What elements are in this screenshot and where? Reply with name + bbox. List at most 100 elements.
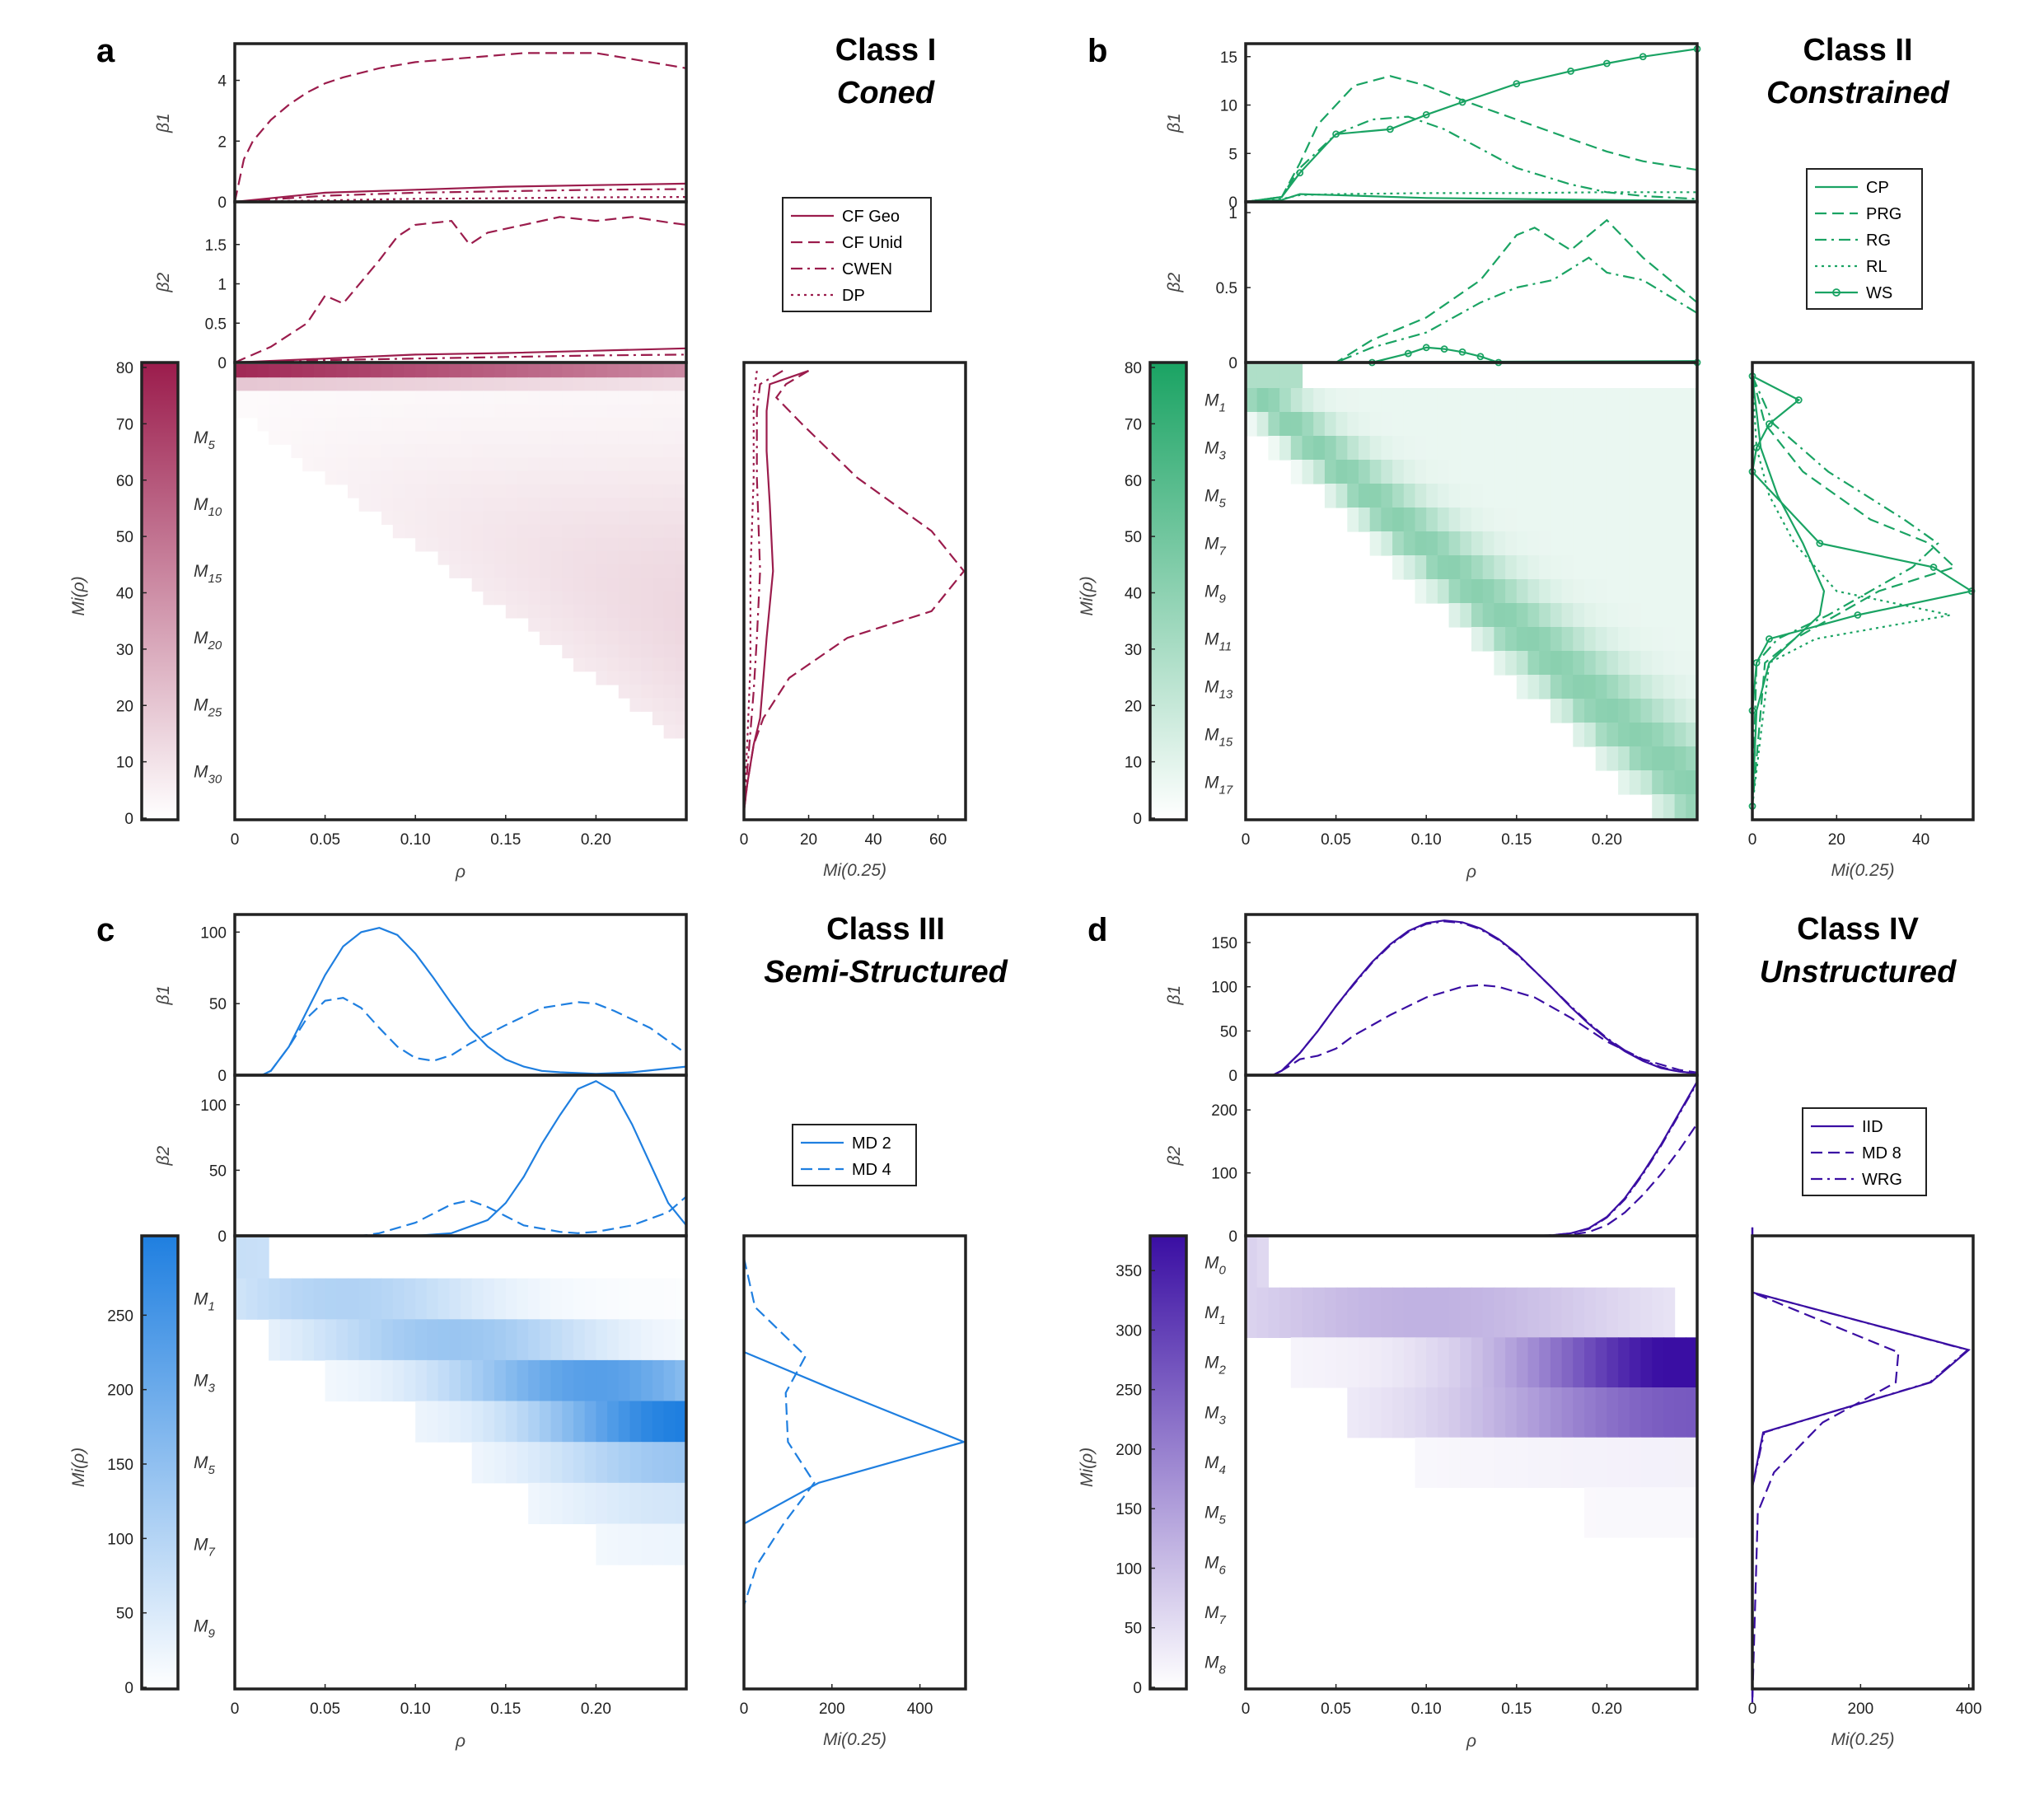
heatmap-cell <box>517 417 529 432</box>
heatmap-cell <box>1335 436 1348 461</box>
heatmap-cell <box>381 1359 394 1402</box>
heatmap-cell <box>584 470 596 485</box>
heatmap-cell <box>1471 1337 1484 1388</box>
heatmap-cell <box>1347 412 1359 437</box>
x-tick-label: 0.10 <box>1411 831 1442 849</box>
heatmap-cell <box>652 1278 665 1320</box>
side-frame <box>1751 1234 1975 1691</box>
heatmap-cell <box>1618 1337 1630 1388</box>
row-label-sub: 9 <box>208 1627 216 1641</box>
heatmap-cell <box>494 470 507 485</box>
heatmap-cell <box>1505 1387 1518 1438</box>
heatmap-cell <box>1561 531 1574 556</box>
side-tick-label: 0 <box>1748 1700 1757 1718</box>
heatmap-cell <box>573 550 586 565</box>
heatmap-cell <box>483 364 495 378</box>
heatmap-cell <box>1516 1337 1529 1388</box>
heatmap-cell <box>449 564 461 578</box>
heatmap-cell <box>1437 484 1450 508</box>
heatmap-cell <box>1347 1337 1359 1388</box>
beta2-series-cwen <box>234 353 687 364</box>
side-tick-label: 40 <box>1912 831 1929 849</box>
heatmap-cell <box>1674 1387 1686 1438</box>
colorbar-tick-label: 80 <box>116 360 133 377</box>
heatmap-cell <box>641 617 653 632</box>
heatmap-cell <box>1595 675 1607 699</box>
heatmap-cell <box>1415 388 1427 413</box>
heatmap-cell <box>607 1359 620 1402</box>
heatmap-cell <box>1437 1337 1450 1388</box>
heatmap-cell <box>596 524 608 539</box>
heatmap-cell <box>494 364 507 378</box>
heatmap-cell <box>550 498 563 512</box>
heatmap-cell <box>1640 388 1653 413</box>
heatmap-cell <box>381 498 394 512</box>
heatmap-cell <box>596 377 608 391</box>
heatmap-cell <box>641 457 653 472</box>
heatmap-cell <box>483 391 495 405</box>
heatmap-cell <box>1448 508 1461 532</box>
heatmap-cell <box>1686 436 1698 461</box>
heatmap-cell <box>1640 460 1653 484</box>
heatmap-cell <box>358 470 371 485</box>
heatmap-cell <box>461 537 473 552</box>
heatmap-cell <box>641 364 653 378</box>
heatmap-cell <box>1652 770 1664 795</box>
colorbar-tick-label: 20 <box>116 698 133 715</box>
heatmap-cell <box>675 724 687 739</box>
heatmap-cell <box>494 550 507 565</box>
heatmap-cell <box>471 457 484 472</box>
heatmap-cell <box>325 377 337 391</box>
heatmap-cell <box>562 564 574 578</box>
heatmap-cell <box>618 1319 631 1361</box>
heatmap-cell <box>1629 770 1642 795</box>
heatmap-cell <box>596 1359 608 1402</box>
heatmap-cell <box>1392 412 1405 437</box>
heatmap-cell <box>641 498 653 512</box>
x-tick-label: 0.20 <box>581 831 611 849</box>
heatmap-cell <box>1640 723 1653 747</box>
heatmap-cell <box>1494 1437 1506 1488</box>
heatmap-cell <box>1573 723 1585 747</box>
heatmap-cell <box>381 511 394 526</box>
row-label-sub: 3 <box>208 1382 216 1396</box>
heatmap-cell <box>415 1319 428 1361</box>
heatmap-cell <box>313 364 326 378</box>
heatmap-cell <box>584 457 596 472</box>
row-label: M9 <box>1204 582 1227 606</box>
heatmap-cell <box>1640 627 1653 652</box>
heatmap-cell <box>505 431 518 445</box>
heatmap-cell <box>641 417 653 432</box>
heatmap-cell <box>1618 627 1630 652</box>
colorbar-tick-label: 100 <box>1116 1560 1142 1578</box>
colorbar-tick-label: 30 <box>116 642 133 659</box>
heatmap-cell <box>663 498 676 512</box>
heatmap-cell <box>1539 436 1551 461</box>
heatmap-cell <box>663 684 676 699</box>
heatmap-cell <box>302 431 315 445</box>
legend-box <box>1802 1107 1927 1196</box>
heatmap-cell <box>505 591 518 606</box>
heatmap-cell <box>313 377 326 391</box>
heatmap-cell <box>1550 484 1563 508</box>
heatmap-cell <box>381 1278 394 1320</box>
heatmap-cell <box>562 1278 574 1320</box>
colorbar-fill <box>142 1236 178 1689</box>
heatmap-cell <box>1369 1287 1382 1338</box>
beta1-marker <box>1422 110 1430 119</box>
side-series-cp <box>1751 376 1826 807</box>
heatmap-cell <box>1640 770 1653 795</box>
side-marker <box>1816 540 1824 547</box>
heatmap-cell <box>584 1442 596 1484</box>
heatmap-cell <box>528 511 540 526</box>
heatmap-cell <box>1674 388 1686 413</box>
heatmap-cell <box>584 444 596 458</box>
legend-label: WRG <box>1862 1171 1902 1189</box>
heatmap-cell <box>235 377 247 391</box>
beta2-marker <box>1476 353 1485 361</box>
heatmap-cell <box>528 417 540 432</box>
heatmap-cell <box>607 1523 620 1565</box>
x-axis-label: ρ <box>455 863 465 882</box>
